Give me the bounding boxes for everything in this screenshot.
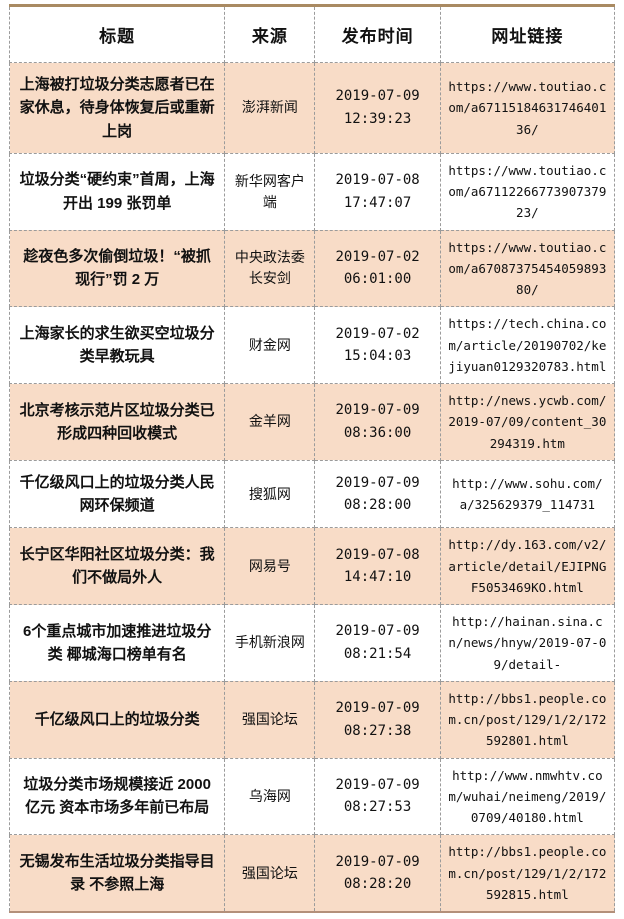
news-url: http://bbs1.people.com.cn/post/129/1/2/1… bbox=[439, 834, 616, 911]
table-row: 长宁区华阳社区垃圾分类：我们不做局外人 网易号 2019-07-08 14:47… bbox=[8, 527, 616, 605]
news-publish-time: 2019-07-09 08:28:20 bbox=[314, 834, 441, 911]
news-publish-time: 2019-07-09 08:27:53 bbox=[314, 757, 441, 836]
news-publish-time: 2019-07-08 17:47:07 bbox=[314, 152, 441, 231]
news-publish-time: 2019-07-09 08:21:54 bbox=[314, 604, 441, 682]
table-row: 垃圾分类“硬约束”首周，上海开出 199 张罚单 新华网客户端 2019-07-… bbox=[8, 152, 616, 231]
news-publish-time: 2019-07-09 08:27:38 bbox=[314, 680, 441, 759]
column-header-time: 发布时间 bbox=[314, 7, 441, 63]
table-row: 上海家长的求生欲买空垃圾分类早教玩具 财金网 2019-07-02 15:04:… bbox=[8, 306, 616, 384]
column-header-source: 来源 bbox=[224, 7, 316, 63]
news-title: 6个重点城市加速推进垃圾分类 椰城海口榜单有名 bbox=[8, 604, 226, 682]
news-url: http://dy.163.com/v2/article/detail/EJIP… bbox=[439, 527, 616, 605]
news-url: http://news.ycwb.com/2019-07/09/content_… bbox=[439, 383, 616, 461]
news-url: http://hainan.sina.cn/news/hnyw/2019-07-… bbox=[439, 604, 616, 682]
table-row: 6个重点城市加速推进垃圾分类 椰城海口榜单有名 手机新浪网 2019-07-09… bbox=[8, 604, 616, 682]
news-title: 上海被打垃圾分类志愿者已在家休息，待身体恢复后或重新上岗 bbox=[8, 62, 226, 154]
news-publish-time: 2019-07-02 06:01:00 bbox=[314, 229, 441, 308]
table-row: 上海被打垃圾分类志愿者已在家休息，待身体恢复后或重新上岗 澎湃新闻 2019-0… bbox=[8, 62, 616, 154]
news-title: 千亿级风口上的垃圾分类 bbox=[8, 680, 226, 759]
news-source: 新华网客户端 bbox=[224, 152, 316, 231]
table-row: 千亿级风口上的垃圾分类 强国论坛 2019-07-09 08:27:38 htt… bbox=[8, 680, 616, 759]
news-title: 垃圾分类市场规模接近 2000 亿元 资本市场多年前已布局 bbox=[8, 757, 226, 836]
news-table-wrapper: 标题 来源 发布时间 网址链接 上海被打垃圾分类志愿者已在家休息，待身体恢复后或… bbox=[8, 4, 616, 913]
news-title: 上海家长的求生欲买空垃圾分类早教玩具 bbox=[8, 306, 226, 384]
news-url: http://bbs1.people.com.cn/post/129/1/2/1… bbox=[439, 680, 616, 759]
table-row: 趁夜色多次偷倒垃圾！“被抓现行”罚 2 万 中央政法委长安剑 2019-07-0… bbox=[8, 229, 616, 308]
column-header-url: 网址链接 bbox=[439, 7, 616, 63]
news-publish-time: 2019-07-02 15:04:03 bbox=[314, 306, 441, 384]
table-row: 千亿级风口上的垃圾分类人民网环保频道 搜狐网 2019-07-09 08:28:… bbox=[8, 459, 616, 529]
news-url: http://www.sohu.com/a/325629379_114731 bbox=[439, 459, 616, 529]
news-table: 标题 来源 发布时间 网址链接 上海被打垃圾分类志愿者已在家休息，待身体恢复后或… bbox=[8, 7, 616, 911]
news-url: https://www.toutiao.com/a671151846317464… bbox=[439, 62, 616, 154]
news-source: 搜狐网 bbox=[224, 459, 316, 529]
news-publish-time: 2019-07-09 08:36:00 bbox=[314, 383, 441, 461]
news-publish-time: 2019-07-08 14:47:10 bbox=[314, 527, 441, 605]
news-publish-time: 2019-07-09 08:28:00 bbox=[314, 459, 441, 529]
news-source: 强国论坛 bbox=[224, 680, 316, 759]
news-url: https://www.toutiao.com/a670873754540598… bbox=[439, 229, 616, 308]
news-title: 北京考核示范片区垃圾分类已形成四种回收模式 bbox=[8, 383, 226, 461]
table-row: 北京考核示范片区垃圾分类已形成四种回收模式 金羊网 2019-07-09 08:… bbox=[8, 383, 616, 461]
news-title: 垃圾分类“硬约束”首周，上海开出 199 张罚单 bbox=[8, 152, 226, 231]
news-source: 中央政法委长安剑 bbox=[224, 229, 316, 308]
news-source: 网易号 bbox=[224, 527, 316, 605]
news-source: 金羊网 bbox=[224, 383, 316, 461]
table-row: 无锡发布生活垃圾分类指导目录 不参照上海 强国论坛 2019-07-09 08:… bbox=[8, 834, 616, 911]
news-title: 长宁区华阳社区垃圾分类：我们不做局外人 bbox=[8, 527, 226, 605]
news-title: 无锡发布生活垃圾分类指导目录 不参照上海 bbox=[8, 834, 226, 911]
news-url: https://www.toutiao.com/a671122667739073… bbox=[439, 152, 616, 231]
news-source: 手机新浪网 bbox=[224, 604, 316, 682]
news-url: https://tech.china.com/article/20190702/… bbox=[439, 306, 616, 384]
news-title: 千亿级风口上的垃圾分类人民网环保频道 bbox=[8, 459, 226, 529]
news-source: 澎湃新闻 bbox=[224, 62, 316, 154]
table-row: 垃圾分类市场规模接近 2000 亿元 资本市场多年前已布局 乌海网 2019-0… bbox=[8, 757, 616, 836]
news-title: 趁夜色多次偷倒垃圾！“被抓现行”罚 2 万 bbox=[8, 229, 226, 308]
news-publish-time: 2019-07-09 12:39:23 bbox=[314, 62, 441, 154]
table-body: 上海被打垃圾分类志愿者已在家休息，待身体恢复后或重新上岗 澎湃新闻 2019-0… bbox=[8, 62, 616, 911]
table-header-row: 标题 来源 发布时间 网址链接 bbox=[8, 7, 616, 63]
news-source: 强国论坛 bbox=[224, 834, 316, 911]
news-url: http://www.nmwhtv.com/wuhai/neimeng/2019… bbox=[439, 757, 616, 836]
column-header-title: 标题 bbox=[8, 7, 226, 63]
news-source: 财金网 bbox=[224, 306, 316, 384]
news-source: 乌海网 bbox=[224, 757, 316, 836]
